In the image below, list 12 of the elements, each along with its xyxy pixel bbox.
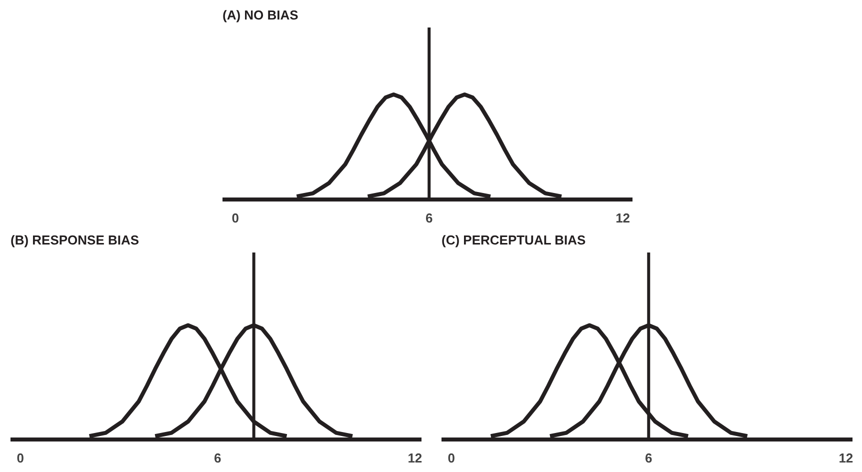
x-tick-label: 12: [408, 450, 422, 466]
x-tick-label: 0: [232, 210, 240, 226]
x-tick-label: 6: [645, 450, 652, 466]
x-tick-label: 0: [16, 450, 24, 466]
x-tick-label: 12: [616, 210, 630, 226]
chart-title: (A) NO BIAS: [222, 8, 299, 22]
x-tick-label: 0: [448, 450, 455, 466]
x-tick-label: 6: [426, 210, 433, 226]
x-tick-label: 12: [838, 450, 854, 466]
x-tick-label: 6: [214, 450, 222, 466]
chart-title: (B) RESPONSE BIAS: [10, 232, 140, 248]
chart-title: (C) PERCEPTUAL BIAS: [442, 232, 586, 248]
